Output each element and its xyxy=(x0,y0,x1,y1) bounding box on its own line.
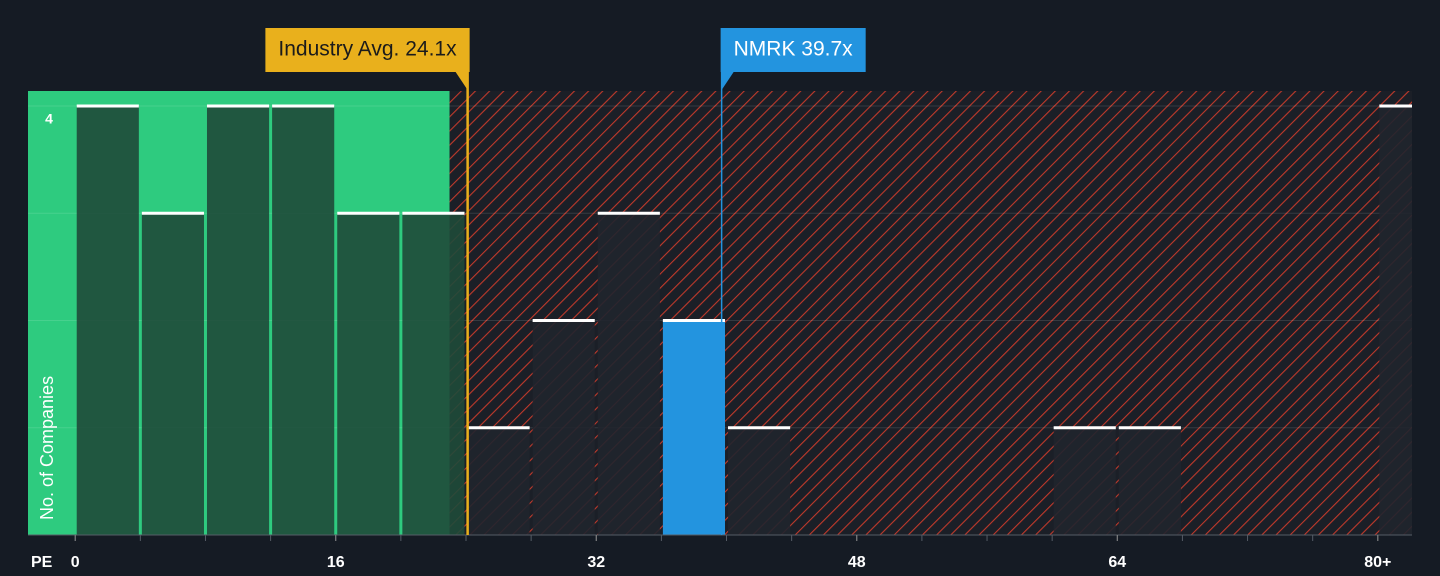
bar-group xyxy=(76,104,139,535)
bar-group xyxy=(1053,426,1116,535)
bar xyxy=(337,213,400,535)
bar-group xyxy=(1118,426,1181,535)
annotation-label: NMRK 39.7x xyxy=(734,38,854,61)
bar xyxy=(1118,427,1181,535)
y-tick-label: 4 xyxy=(45,111,53,127)
bar-group xyxy=(662,319,726,535)
x-tick-label: 0 xyxy=(71,554,80,571)
bar xyxy=(662,320,726,535)
annotation-box xyxy=(265,28,470,90)
x-tick-label: 32 xyxy=(587,554,605,571)
x-tick-label: 48 xyxy=(848,554,866,571)
bar xyxy=(1053,427,1116,535)
bar-group xyxy=(337,211,400,535)
bar-group xyxy=(272,104,335,535)
x-tick-label: 80+ xyxy=(1364,554,1391,571)
bar xyxy=(76,106,139,535)
bar-group xyxy=(141,211,204,535)
bar-group xyxy=(206,104,270,535)
bar-group xyxy=(597,211,660,535)
overlay: 0 16 32 48 64 80+ 4 PE No. of Companies Industry … xyxy=(28,28,1412,571)
x-axis-label: PE xyxy=(31,554,53,571)
annotation-box xyxy=(720,28,866,90)
bar-group xyxy=(402,211,465,535)
bar-group xyxy=(532,319,595,535)
bar xyxy=(532,320,595,535)
annotation-label: Industry Avg. 24.1x xyxy=(278,38,457,61)
bar xyxy=(467,427,530,535)
bar xyxy=(272,106,335,535)
bar xyxy=(728,427,791,535)
bar-group xyxy=(728,426,791,535)
bar xyxy=(206,106,270,535)
bar-group xyxy=(467,426,530,535)
bar-group xyxy=(1379,104,1412,535)
bar xyxy=(597,213,660,535)
y-axis-label: No. of Companies xyxy=(37,376,57,520)
x-tick-label: 16 xyxy=(327,554,345,571)
bar xyxy=(141,213,204,535)
bar xyxy=(402,213,465,535)
x-tick-label: 64 xyxy=(1108,554,1126,571)
bar xyxy=(1379,106,1412,535)
plot-area xyxy=(28,91,1412,535)
